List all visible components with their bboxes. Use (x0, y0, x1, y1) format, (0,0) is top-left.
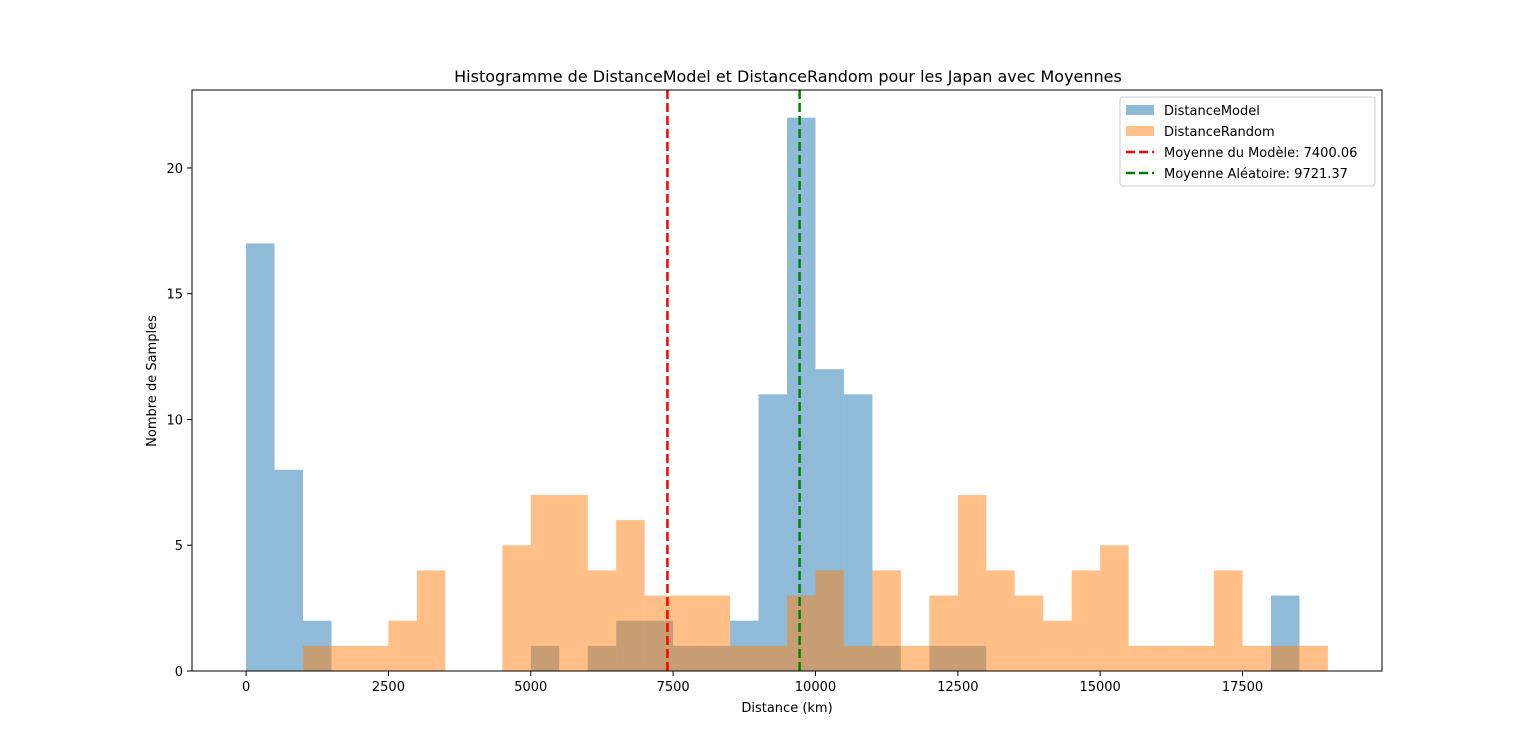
distancerandom-bar (1270, 645, 1300, 671)
distancerandom-bar (1071, 570, 1101, 671)
distancerandom-bar (787, 595, 816, 671)
x-tick-label: 12500 (937, 680, 978, 695)
x-tick-label: 10000 (795, 680, 836, 695)
distancerandom-bar (730, 645, 759, 671)
y-tick-label: 20 (166, 162, 183, 177)
distancerandom-bar (758, 645, 787, 671)
distancerandom-bar (843, 645, 873, 671)
distancemodel-bar (274, 469, 304, 671)
legend-box (1119, 96, 1376, 187)
distancerandom-bar (701, 595, 731, 671)
y-axis-label: Nombre de Samples (145, 315, 160, 447)
distancerandom-bar (359, 645, 389, 671)
distancerandom-bar (1214, 570, 1243, 671)
distancemodel-bar (246, 243, 275, 671)
plot-frame (191, 89, 1383, 672)
distancerandom-bar (502, 545, 531, 671)
x-axis-label: Distance (km) (741, 701, 832, 716)
series-distancerandom-bars (303, 494, 1328, 671)
distancerandom-bar (986, 570, 1015, 671)
distancerandom-bar (929, 595, 958, 671)
distancerandom-bar (530, 494, 560, 671)
distancerandom-bar (1299, 645, 1328, 671)
legend-label: Moyenne Aléatoire: 9721.37 (1164, 167, 1348, 182)
distancerandom-bar (1043, 620, 1072, 671)
legend-label: DistanceRandom (1164, 125, 1275, 140)
y-tick-label: 0 (175, 665, 183, 680)
x-axis-ticks: 0 2500 5000 7500 10000 12500 15000 17500 (242, 671, 1263, 695)
y-tick-label: 5 (175, 539, 183, 554)
distancerandom-bar (331, 645, 360, 671)
x-tick-label: 17500 (1222, 680, 1263, 695)
x-tick-label: 0 (242, 680, 250, 695)
distancerandom-bar (957, 494, 987, 671)
distancerandom-bar (1128, 645, 1158, 671)
distancerandom-bar (1242, 645, 1271, 671)
distancemodel-bar (843, 394, 873, 671)
legend: DistanceModel DistanceRandom Moyenne du Mo… (1119, 96, 1376, 187)
y-tick-label: 15 (166, 288, 183, 303)
legend-label: Moyenne du Modèle: 7400.06 (1164, 146, 1357, 161)
x-tick-label: 5000 (514, 680, 547, 695)
x-tick-label: 2500 (372, 680, 405, 695)
distancerandom-bar (559, 494, 588, 671)
distancerandom-bar (673, 595, 702, 671)
mean-lines (666, 90, 801, 671)
distancerandom-bar (587, 570, 617, 671)
series-distancemodel-bars (246, 117, 1300, 671)
distancemodel-bar (787, 117, 816, 671)
distancerandom-bar (815, 570, 844, 671)
y-axis-ticks: 0 5 10 15 20 (166, 162, 192, 680)
distancerandom-bar (416, 570, 446, 671)
legend-swatch (1126, 105, 1154, 115)
distancerandom-bar (616, 520, 645, 671)
legend-label: DistanceModel (1164, 104, 1260, 119)
distancerandom-bar (644, 595, 674, 671)
legend-swatch (1126, 126, 1154, 136)
distancemodel-bar (758, 394, 787, 671)
distancerandom-bar (1157, 645, 1186, 671)
distancerandom-bar (1185, 645, 1215, 671)
x-tick-label: 15000 (1079, 680, 1120, 695)
distancerandom-bar (1014, 595, 1044, 671)
y-tick-label: 10 (166, 413, 183, 428)
distancerandom-bar (388, 620, 417, 671)
distancerandom-bar (303, 645, 332, 671)
distancerandom-bar (1100, 545, 1129, 671)
x-tick-label: 7500 (657, 680, 690, 695)
distancerandom-bar (900, 645, 930, 671)
chart-title: Histogramme de DistanceModel et Distance… (454, 67, 1122, 86)
distancerandom-bar (872, 570, 901, 671)
